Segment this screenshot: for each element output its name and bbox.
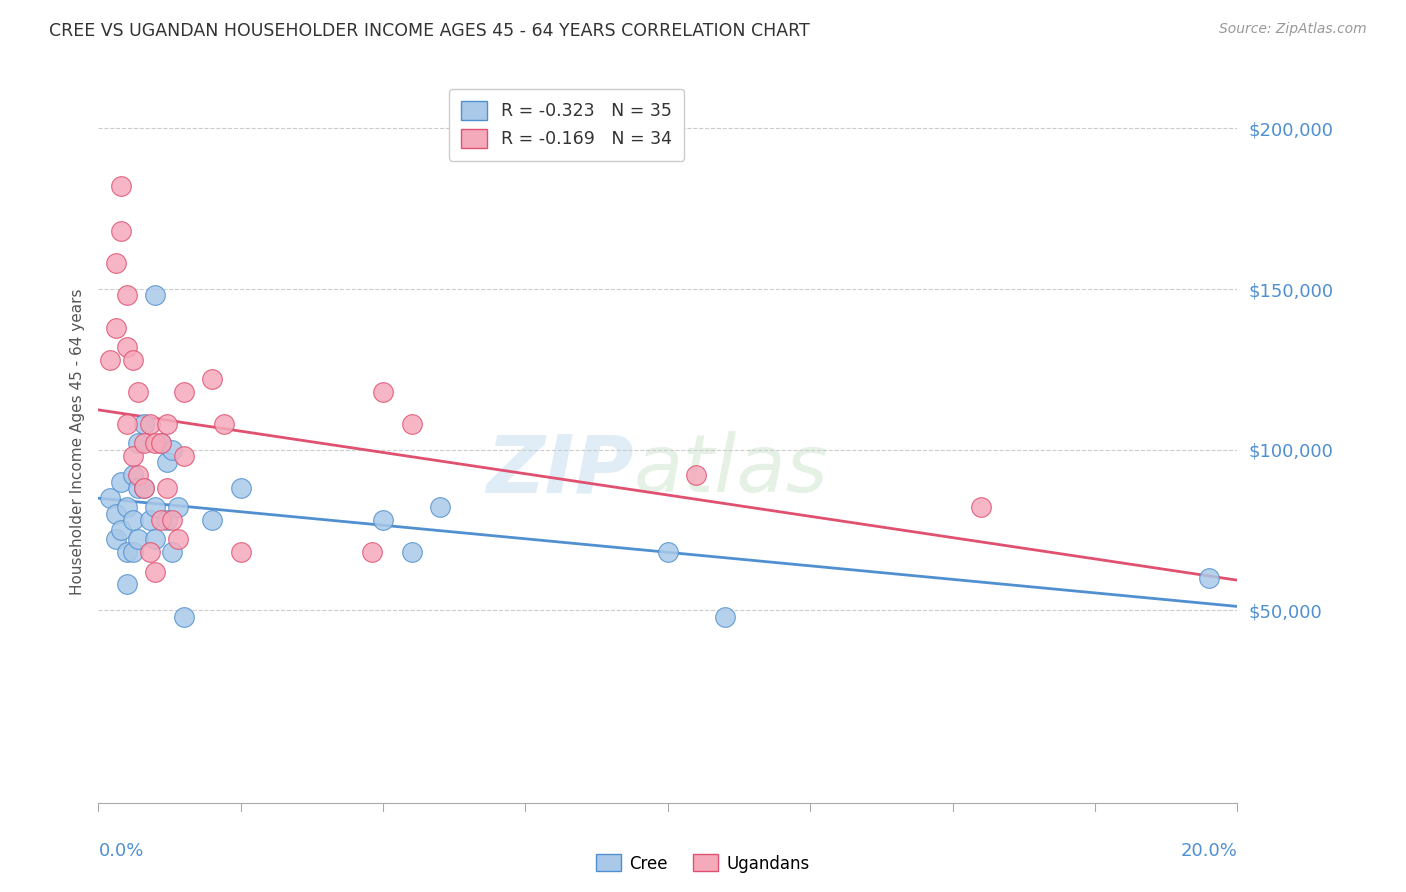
Point [162,513,184,527]
Point [229,481,252,495]
Point [229,545,252,559]
Point [104,533,127,547]
Point [360,545,382,559]
Point [373,513,395,527]
Point [145,500,167,515]
Point [115,545,138,559]
Point [138,417,160,431]
Point [98,491,121,505]
Point [150,436,173,450]
Text: CREE VS UGANDAN HOUSEHOLDER INCOME AGES 45 - 64 YEARS CORRELATION CHART: CREE VS UGANDAN HOUSEHOLDER INCOME AGES … [49,22,810,40]
Point [115,340,138,354]
Point [121,449,143,463]
Point [401,417,423,431]
Point [173,449,195,463]
Point [201,513,224,527]
Point [685,468,707,483]
Point [115,288,138,302]
Text: 0.0%: 0.0% [98,842,143,860]
Point [115,577,138,591]
Point [162,545,184,559]
Point [132,481,155,495]
Text: ZIP: ZIP [486,432,634,509]
Point [132,417,155,431]
Point [162,442,184,457]
Point [127,468,149,483]
Legend: R = -0.323   N = 35, R = -0.169   N = 34: R = -0.323 N = 35, R = -0.169 N = 34 [449,89,683,161]
Point [127,481,149,495]
Legend: Cree, Ugandans: Cree, Ugandans [589,847,817,880]
Point [167,533,190,547]
Point [121,545,143,559]
Point [127,384,149,399]
Point [145,288,167,302]
Point [373,384,395,399]
Point [121,468,143,483]
Point [104,320,127,334]
Point [145,533,167,547]
Point [145,565,167,579]
Point [156,417,179,431]
Text: 20.0%: 20.0% [1181,842,1237,860]
Point [156,455,179,469]
Point [401,545,423,559]
Point [150,513,173,527]
Point [138,545,160,559]
Point [145,436,167,450]
Text: atlas: atlas [634,432,828,509]
Point [110,224,132,238]
Point [104,507,127,521]
Point [115,417,138,431]
Point [138,513,160,527]
Point [121,352,143,367]
Point [115,500,138,515]
Point [156,513,179,527]
Point [657,545,679,559]
Point [127,533,149,547]
Point [127,436,149,450]
Point [1198,571,1220,585]
Y-axis label: Householder Income Ages 45 - 64 years: Householder Income Ages 45 - 64 years [69,288,84,595]
Point [173,609,195,624]
Point [970,500,993,515]
Point [110,475,132,489]
Point [212,417,235,431]
Text: Source: ZipAtlas.com: Source: ZipAtlas.com [1219,22,1367,37]
Point [167,500,190,515]
Point [110,179,132,194]
Point [201,372,224,386]
Point [104,256,127,270]
Point [150,436,173,450]
Point [110,523,132,537]
Point [121,513,143,527]
Point [156,481,179,495]
Point [132,436,155,450]
Point [132,481,155,495]
Point [173,384,195,399]
Point [714,609,737,624]
Point [98,352,121,367]
Point [429,500,451,515]
